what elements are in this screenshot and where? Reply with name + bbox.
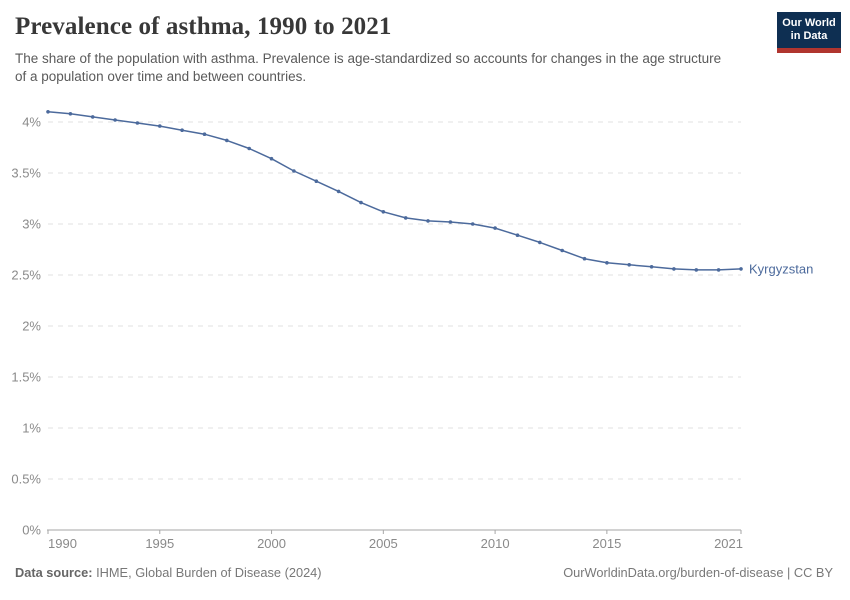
data-point-2006[interactable] [403,216,408,220]
data-point-1994[interactable] [135,121,140,125]
credit-link[interactable]: OurWorldinData.org/burden-of-disease | C… [563,565,833,580]
logo-line2: in Data [790,30,828,42]
x-tick-label: 2021 [714,536,743,551]
y-tick-label: 2.5% [11,268,41,283]
x-tick-label: 2015 [592,536,621,551]
y-tick-label: 3.5% [11,166,41,181]
series-end-label[interactable]: Kyrgyzstan [749,261,813,276]
y-tick-label: 3% [22,217,41,232]
data-point-2007[interactable] [426,219,430,223]
credit-text[interactable]: OurWorldinData.org/burden-of-disease | C… [563,565,833,580]
data-point-2018[interactable] [672,267,676,271]
data-point-2017[interactable] [649,265,654,269]
data-point-1995[interactable] [158,124,162,128]
y-tick-label: 2% [22,319,41,334]
data-source-label: Data source: [15,565,93,580]
data-point-2016[interactable] [627,263,631,267]
data-point-2014[interactable] [582,256,587,261]
data-point-2004[interactable] [359,200,363,205]
data-point-2010[interactable] [493,226,497,230]
data-point-2013[interactable] [560,248,564,253]
x-tick-label: 2005 [369,536,398,551]
chart-footer: Data source: IHME, Global Burden of Dise… [15,565,833,580]
data-point-1999[interactable] [247,146,251,151]
data-point-1996[interactable] [180,128,184,132]
data-point-2019[interactable] [694,268,699,272]
x-tick-label: 2000 [257,536,286,551]
data-point-2000[interactable] [269,156,274,161]
owid-logo[interactable]: Our World in Data [777,12,841,53]
data-point-2003[interactable] [336,189,341,194]
y-tick-label: 0.5% [11,472,41,487]
data-point-1998[interactable] [225,138,229,143]
x-tick-label: 2010 [481,536,510,551]
data-point-2001[interactable] [292,169,296,173]
data-point-1993[interactable] [113,118,117,122]
y-tick-label: 1% [22,421,41,436]
data-point-2002[interactable] [314,179,319,183]
y-tick-label: 0% [22,523,41,538]
logo-line1: Our World [782,17,836,29]
page-title: Prevalence of asthma, 1990 to 2021 [15,13,392,40]
y-tick-label: 1.5% [11,370,41,385]
data-point-2012[interactable] [538,240,542,245]
data-point-1992[interactable] [90,115,95,119]
y-tick-label: 4% [22,115,41,130]
x-tick-label: 1995 [145,536,174,551]
data-source: Data source: IHME, Global Burden of Dise… [15,565,322,580]
data-point-2021[interactable] [739,267,743,271]
data-point-2020[interactable] [716,268,721,272]
data-point-2005[interactable] [381,210,386,214]
data-point-1997[interactable] [202,132,207,136]
chart-subtitle: The share of the population with asthma.… [15,51,722,84]
data-point-1990[interactable] [46,110,50,114]
data-point-2009[interactable] [470,222,475,226]
data-point-2011[interactable] [515,233,520,237]
data-point-1991[interactable] [68,112,73,116]
data-point-2015[interactable] [605,261,609,265]
data-point-2008[interactable] [448,220,453,224]
data-source-text: IHME, Global Burden of Disease (2024) [92,565,322,580]
chart-header: Prevalence of asthma, 1990 to 2021 The s… [15,13,755,86]
line-series-kyrgyzstan[interactable] [47,111,742,271]
x-tick-label: 1990 [48,536,77,551]
